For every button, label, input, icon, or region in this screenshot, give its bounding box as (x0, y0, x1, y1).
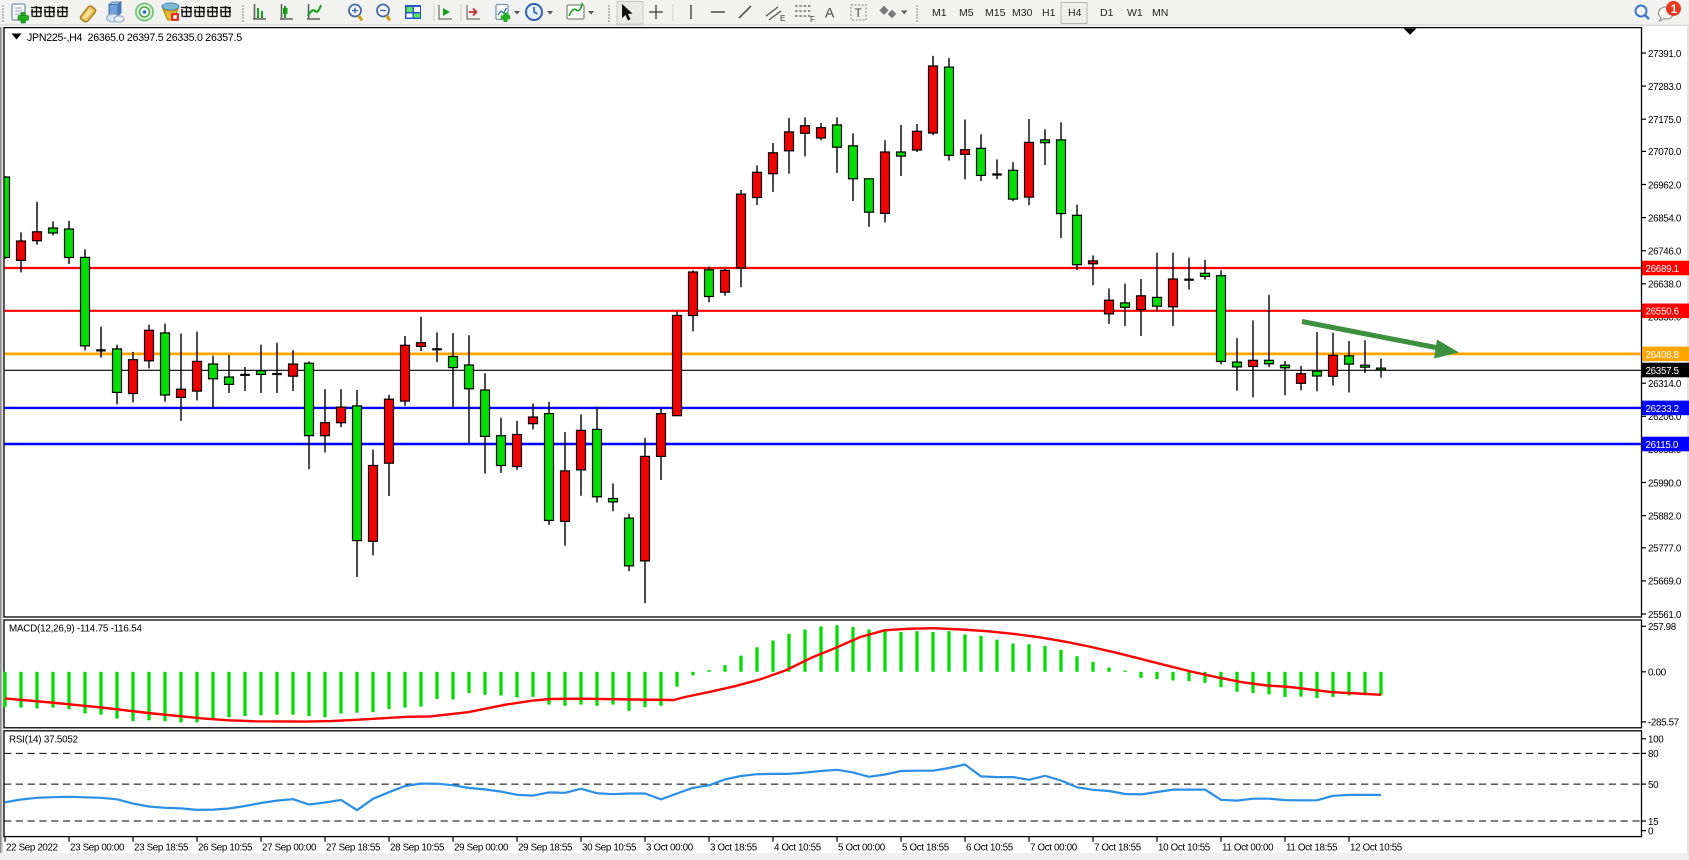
svg-text:E: E (780, 14, 785, 23)
svg-text:25561.0: 25561.0 (1648, 610, 1682, 621)
svg-text:27 Sep 00:00: 27 Sep 00:00 (262, 843, 317, 854)
svg-text:26357.5: 26357.5 (1646, 366, 1680, 377)
svg-text:11 Oct 18:55: 11 Oct 18:55 (1286, 843, 1338, 854)
svg-text:3 Oct 18:55: 3 Oct 18:55 (710, 843, 758, 854)
svg-text:26115.0: 26115.0 (1646, 440, 1679, 451)
svg-text:26233.2: 26233.2 (1646, 404, 1679, 415)
svg-text:5 Oct 00:00: 5 Oct 00:00 (838, 843, 886, 854)
svg-text:0.00: 0.00 (1648, 668, 1667, 679)
svg-text:26550.6: 26550.6 (1646, 307, 1680, 318)
svg-text:25882.0: 25882.0 (1648, 511, 1682, 522)
svg-text:29 Sep 00:00: 29 Sep 00:00 (454, 843, 509, 854)
svg-text:3 Oct 00:00: 3 Oct 00:00 (646, 843, 694, 854)
svg-text:27391.0: 27391.0 (1648, 49, 1682, 60)
svg-text:M5: M5 (959, 7, 974, 19)
svg-text:4 Oct 10:55: 4 Oct 10:55 (774, 843, 822, 854)
svg-text:6 Oct 10:55: 6 Oct 10:55 (966, 843, 1014, 854)
svg-text:12 Oct 10:55: 12 Oct 10:55 (1350, 843, 1403, 854)
svg-text:M1: M1 (932, 7, 947, 19)
svg-text:29 Sep 18:55: 29 Sep 18:55 (518, 843, 573, 854)
svg-text:F: F (810, 15, 815, 24)
svg-text:26638.0: 26638.0 (1648, 280, 1682, 291)
svg-text:1: 1 (1671, 4, 1678, 16)
svg-text:23 Sep 00:00: 23 Sep 00:00 (70, 843, 125, 854)
svg-text:50: 50 (1648, 780, 1659, 791)
svg-text:22 Sep 2022: 22 Sep 2022 (6, 843, 58, 854)
svg-text:M30: M30 (1012, 7, 1033, 19)
svg-text:A: A (825, 5, 835, 21)
svg-text:26408.8: 26408.8 (1646, 350, 1680, 361)
svg-text:25669.0: 25669.0 (1648, 577, 1682, 588)
svg-text:27175.0: 27175.0 (1648, 115, 1682, 126)
svg-text:25990.0: 25990.0 (1648, 478, 1682, 489)
svg-text:RSI(14) 37.5052: RSI(14) 37.5052 (9, 735, 78, 746)
svg-text:-285.57: -285.57 (1648, 718, 1679, 729)
svg-text:MACD(12,26,9) -114.75 -116.54: MACD(12,26,9) -114.75 -116.54 (9, 624, 142, 635)
svg-text:H1: H1 (1042, 7, 1056, 19)
svg-text:30 Sep 10:55: 30 Sep 10:55 (582, 843, 637, 854)
svg-text:26530.0: 26530.0 (1648, 313, 1682, 324)
svg-text:80: 80 (1648, 749, 1659, 760)
svg-text:5 Oct 18:55: 5 Oct 18:55 (902, 843, 950, 854)
svg-text:D1: D1 (1100, 7, 1114, 19)
svg-text:10 Oct 10:55: 10 Oct 10:55 (1158, 843, 1211, 854)
svg-text:26206.0: 26206.0 (1648, 412, 1682, 423)
svg-text:25777.0: 25777.0 (1648, 544, 1682, 555)
svg-text:23 Sep 18:55: 23 Sep 18:55 (134, 843, 189, 854)
svg-text:0: 0 (1648, 826, 1654, 837)
svg-text:27283.0: 27283.0 (1648, 82, 1682, 93)
svg-text:7 Oct 18:55: 7 Oct 18:55 (1094, 843, 1142, 854)
svg-text:15: 15 (1648, 817, 1659, 828)
svg-text:26746.0: 26746.0 (1648, 247, 1682, 258)
svg-text:7 Oct 00:00: 7 Oct 00:00 (1030, 843, 1078, 854)
svg-text:27070.0: 27070.0 (1648, 147, 1682, 158)
svg-text:28 Sep 10:55: 28 Sep 10:55 (390, 843, 445, 854)
svg-text:27 Sep 18:55: 27 Sep 18:55 (326, 843, 381, 854)
svg-text:T: T (855, 6, 863, 20)
svg-text:26962.0: 26962.0 (1648, 180, 1682, 191)
svg-text:W1: W1 (1127, 7, 1143, 19)
svg-text:100: 100 (1648, 735, 1664, 746)
svg-text:MN: MN (1152, 7, 1168, 19)
svg-text:JPN225-,H4 26365.0 26397.5 26: JPN225-,H4 26365.0 26397.5 26335.0 26357… (27, 32, 242, 44)
svg-text:26314.0: 26314.0 (1648, 379, 1682, 390)
svg-text:11 Oct 00:00: 11 Oct 00:00 (1222, 843, 1274, 854)
svg-text:M15: M15 (985, 7, 1006, 19)
svg-text:257.98: 257.98 (1648, 622, 1677, 633)
svg-text:26854.0: 26854.0 (1648, 213, 1682, 224)
svg-text:26 Sep 10:55: 26 Sep 10:55 (198, 843, 253, 854)
svg-text:H4: H4 (1068, 7, 1082, 19)
svg-text:26689.1: 26689.1 (1646, 264, 1679, 275)
